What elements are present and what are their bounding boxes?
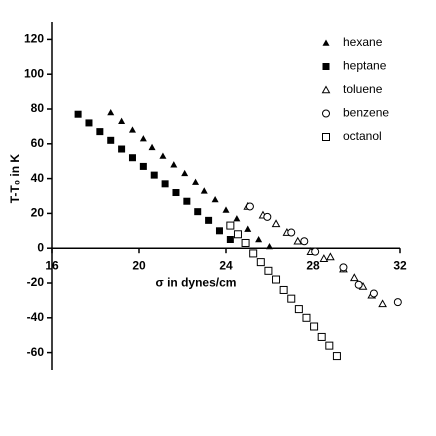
- point: [150, 171, 158, 179]
- point: [263, 212, 272, 221]
- legend-marker: [322, 63, 330, 70]
- point: [249, 249, 258, 258]
- point: [332, 352, 341, 361]
- legend-marker: [322, 109, 330, 118]
- point: [326, 252, 335, 261]
- point: [349, 273, 359, 282]
- x-tick-label: 28: [306, 258, 320, 272]
- point: [319, 254, 329, 262]
- point: [272, 275, 281, 284]
- y-tick-label: 80: [31, 101, 45, 115]
- y-tick-label: 100: [24, 66, 44, 80]
- point: [287, 294, 296, 303]
- legend-label: heptane: [343, 59, 387, 73]
- point: [139, 135, 147, 142]
- point: [85, 119, 93, 127]
- point: [118, 145, 126, 153]
- x-tick-label: 20: [132, 258, 146, 272]
- y-tick-label: 120: [24, 32, 44, 46]
- point: [107, 136, 115, 144]
- point: [194, 208, 202, 216]
- point: [294, 305, 303, 314]
- point: [271, 219, 281, 228]
- point: [139, 162, 147, 170]
- point: [226, 221, 235, 230]
- point: [354, 280, 363, 289]
- point: [300, 237, 309, 246]
- legend-marker: [321, 85, 331, 94]
- legend-label: toluene: [343, 82, 383, 96]
- point: [317, 332, 326, 341]
- point: [256, 258, 265, 267]
- point: [293, 236, 303, 245]
- point: [226, 236, 234, 243]
- legend-marker: [322, 133, 330, 141]
- legend-label: octanol: [343, 129, 382, 143]
- point: [181, 169, 189, 177]
- point: [325, 341, 334, 350]
- point: [159, 152, 167, 159]
- point: [378, 299, 387, 308]
- point: [287, 228, 296, 237]
- point: [200, 187, 208, 194]
- point: [96, 128, 104, 136]
- point: [245, 202, 254, 211]
- y-axis-label: T-T₀ in K: [8, 154, 22, 204]
- y-tick-label: -20: [27, 275, 45, 289]
- point: [170, 161, 178, 168]
- y-tick-label: 60: [31, 136, 45, 150]
- point: [183, 197, 191, 205]
- point: [393, 298, 402, 307]
- point: [233, 230, 242, 239]
- point: [244, 225, 252, 232]
- point: [118, 117, 126, 124]
- x-tick-label: 24: [219, 258, 233, 272]
- point: [161, 180, 169, 188]
- point: [264, 266, 273, 275]
- y-tick-label: -40: [27, 310, 45, 324]
- point: [310, 322, 319, 331]
- point: [233, 215, 241, 222]
- point: [148, 143, 156, 151]
- point: [255, 236, 263, 243]
- point: [192, 178, 200, 185]
- point: [74, 110, 82, 118]
- point: [128, 126, 136, 133]
- y-tick-label: 40: [31, 171, 45, 185]
- point: [172, 189, 180, 197]
- point: [222, 206, 230, 213]
- legend-label: hexane: [343, 35, 383, 49]
- x-tick-label: 16: [45, 258, 59, 272]
- point: [311, 247, 320, 256]
- point: [241, 238, 250, 247]
- point: [128, 154, 136, 162]
- point: [302, 313, 311, 322]
- legend-marker: [322, 39, 330, 46]
- x-tick-label: 32: [393, 258, 407, 272]
- point: [339, 263, 348, 272]
- point: [369, 289, 378, 298]
- legend-label: benzene: [343, 106, 389, 120]
- y-tick-label: 0: [37, 240, 44, 254]
- point: [266, 242, 273, 250]
- point: [211, 195, 219, 203]
- y-tick-label: -60: [27, 345, 45, 359]
- point: [107, 108, 115, 116]
- x-axis-label: σ in dynes/cm: [156, 275, 237, 289]
- y-tick-label: 20: [31, 206, 45, 220]
- point: [205, 216, 213, 224]
- point: [279, 285, 288, 294]
- point: [215, 227, 223, 235]
